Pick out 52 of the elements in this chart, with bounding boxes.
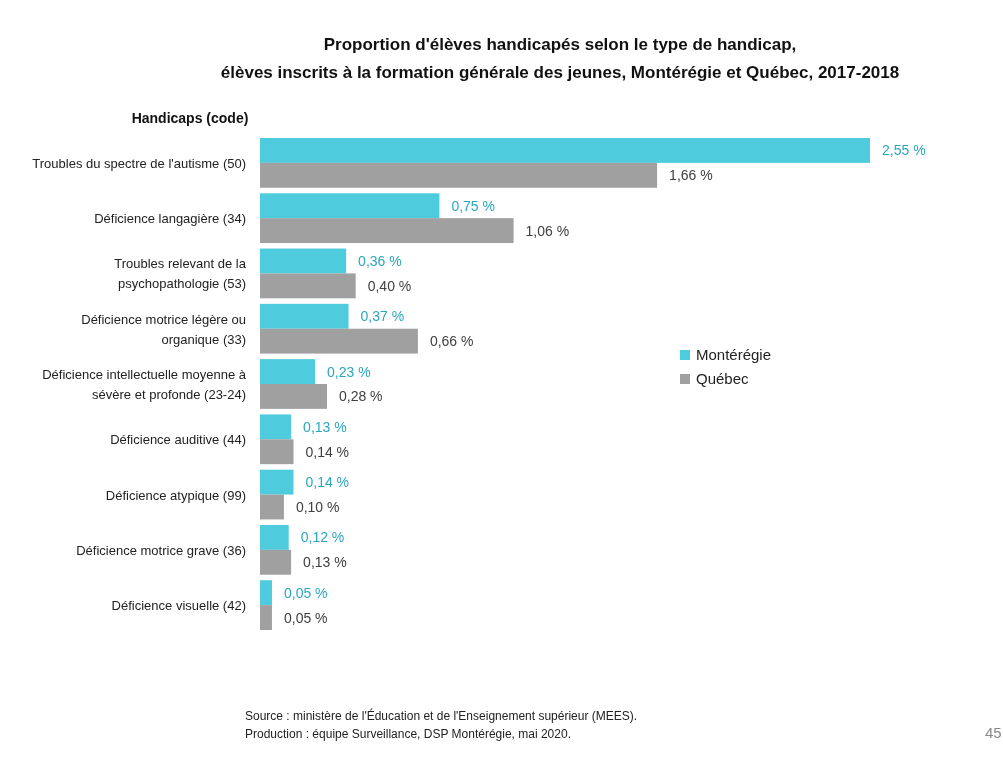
data-label: 0,66 % [429,333,474,350]
data-label: 1,06 % [525,222,570,239]
y-tick-label: Déficience motrice légère ou organique (33) [81,311,246,347]
y-tick-label: Déficience atypique (99) [105,487,246,503]
data-label: 0,13 % [303,418,347,435]
data-label: 0,40 % [367,277,412,294]
y-tick-label: Déficience motrice grave (36) [76,542,246,558]
data-label: 0,28 % [338,388,383,405]
source-note: Source : ministère de l'Éducation et de l'Enseignement supérieur (MEES). [245,708,638,723]
bar [260,359,316,384]
data-label: 0,10 % [295,499,340,515]
data-label: 0,05 % [283,609,328,626]
y-tick-label: Déficience auditive (44) [110,432,246,448]
data-label: 0,05 % [283,584,328,601]
text: Production : équipe Surveillance, DSP Montérégie, mai 2020. [245,727,571,741]
bar [260,218,514,244]
bar [260,328,418,354]
bar [260,138,870,163]
data-label: 0,36 % [358,253,402,269]
bar [260,384,327,409]
y-tick-label: Déficience intellectuelle moyenne à sévère et profonde (23-24) [42,367,247,402]
y-axis-title: Handicaps (code) [131,110,249,126]
bar [260,605,272,630]
bar [260,303,349,329]
y-tick-label: Troubles du spectre de l'autisme (50) [32,155,246,171]
data-label: 0,75 % [451,197,496,214]
bar [260,580,272,606]
bar [260,439,294,465]
y-tick-label: Troubles relevant de la psychopathologie (53) [114,256,247,292]
bar [260,193,440,219]
bar [260,248,347,274]
y-tick-label: Déficience visuelle (42) [111,598,246,614]
bar [260,524,289,550]
data-label: 2,55 % [882,142,926,159]
y-tick-label: Déficience langagière (34) [94,211,246,227]
bar [260,414,292,440]
data-label: 1,66 % [669,167,713,184]
data-label: 0,14 % [305,474,350,491]
data-label: 0,12 % [300,529,345,546]
bar [260,162,658,188]
text: 45 [985,724,1002,741]
data-label: 0,23 % [327,363,371,380]
bar [260,469,294,495]
legend-label: Québec [696,370,750,387]
data-label: 0,14 % [305,443,350,460]
bar [260,273,356,299]
data-label: 0,37 % [360,308,405,325]
chart-title: Proportion d'élèves handicapés selon le type de handicap, élèves inscrits à la formation générale des jeunes, Montérégie et Québec, 2017-2018 [220,35,900,82]
data-label: 0,13 % [303,554,347,571]
legend-label: Montérégie [696,346,772,363]
bar [260,494,284,520]
bar [260,549,292,575]
